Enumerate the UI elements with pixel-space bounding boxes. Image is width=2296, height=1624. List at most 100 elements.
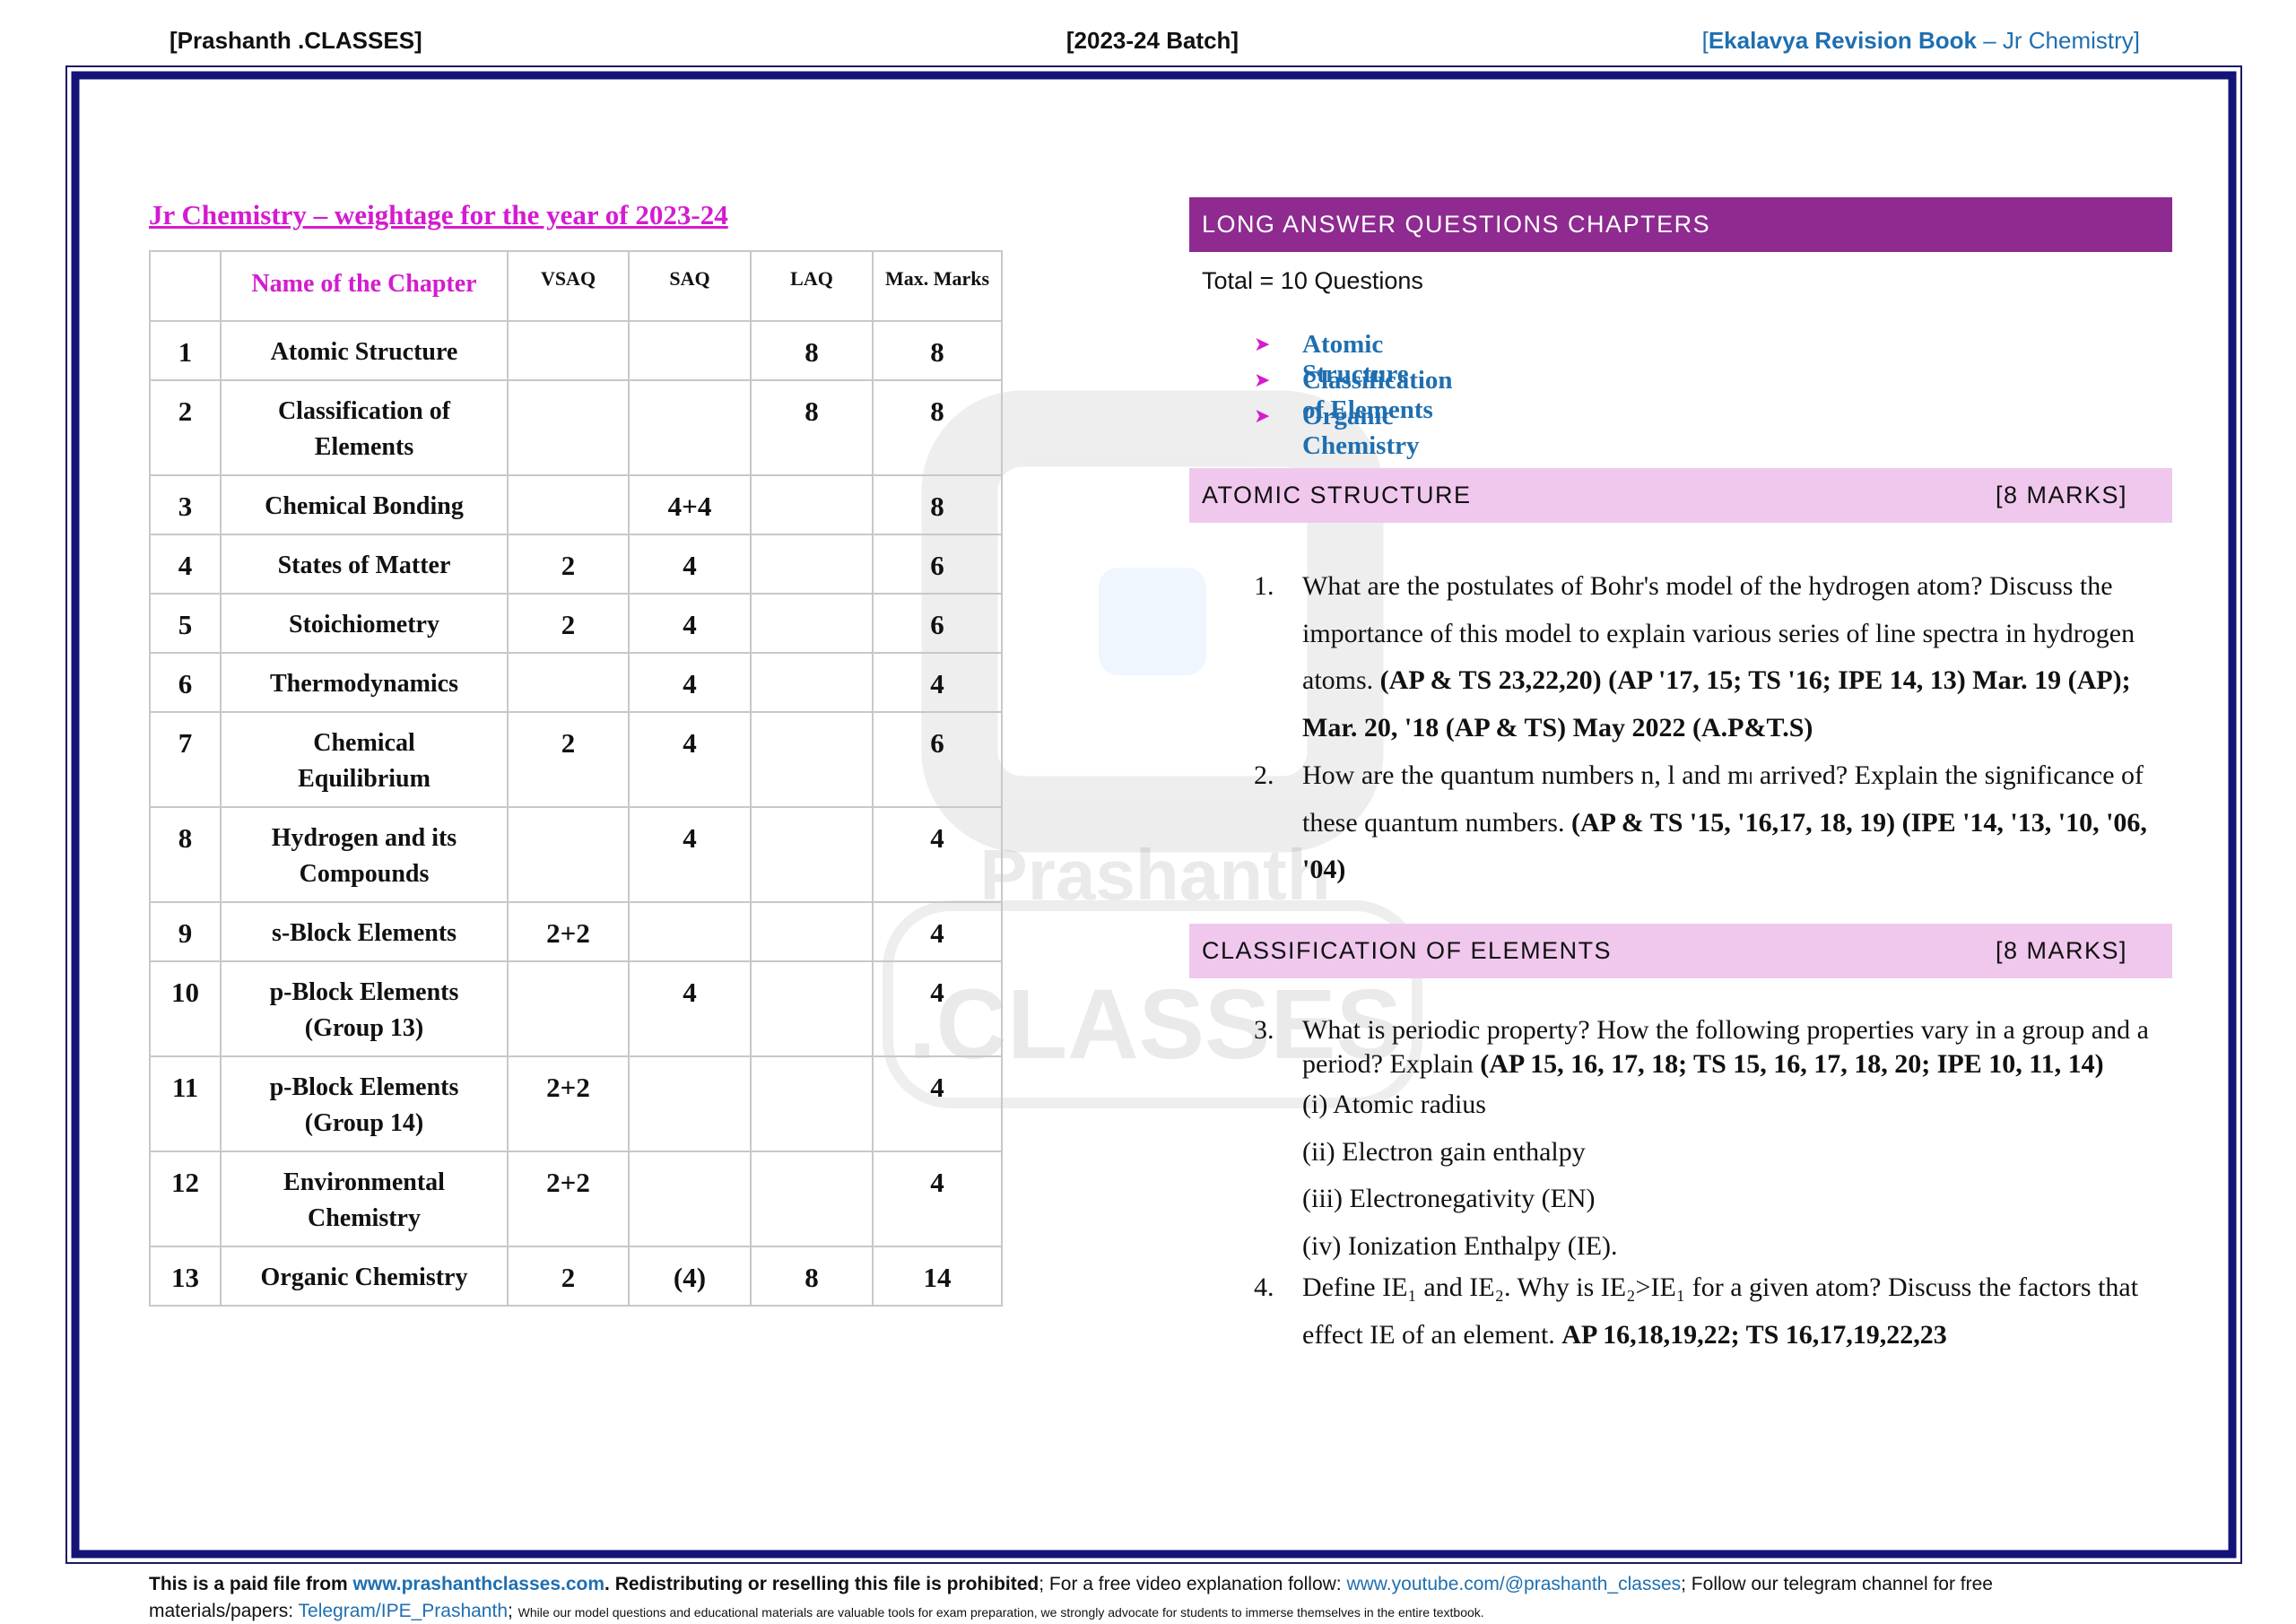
question: 3. What is periodic property? How the fol… — [1254, 1013, 2165, 1270]
table-cell: 8 — [750, 1246, 874, 1307]
table-cell: 8 — [149, 806, 222, 903]
table-cell: 7 — [149, 711, 222, 808]
bullet-arrow: ➤ — [1254, 334, 1271, 356]
table-row: 8 Hydrogen and its Compounds 4 4 — [149, 806, 1003, 903]
question-item: (iii) Electronegativity (EN) — [1302, 1184, 1596, 1213]
table-row: 9 s-Block Elements 2+2 4 — [149, 901, 1003, 962]
question-ref: (AP 15, 16, 17, 18; TS 15, 16, 17, 18, 2… — [1480, 1049, 2104, 1079]
table-cell: LAQ — [750, 250, 874, 322]
table-cell — [507, 806, 630, 903]
section-title: ATOMIC STRUCTURE — [1202, 482, 1472, 508]
table-cell: 10 — [149, 960, 222, 1057]
table-row: 5 Stoichiometry 2 4 6 — [149, 593, 1003, 654]
chapter-cell: States of Matter — [220, 534, 509, 595]
table-cell: 4 — [628, 960, 752, 1057]
table-cell: 9 — [149, 901, 222, 962]
question-item: (iv) Ionization Enthalpy (IE). — [1302, 1230, 1618, 1261]
table-cell: 2 — [507, 534, 630, 595]
footer-text: ; Follow our telegram channel for free m… — [149, 1574, 1993, 1621]
table-row: 10 p-Block Elements (Group 13) 4 4 — [149, 960, 1003, 1057]
question-ref: AP 16,18,19,22; TS 16,17,19,22,23 — [1561, 1319, 1947, 1350]
table-cell — [149, 250, 222, 322]
header-left: [Prashanth .CLASSES] — [170, 27, 422, 54]
question-item: (ii) Electron gain enthalpy — [1302, 1136, 1586, 1167]
chapter-name: Organic Chemistry — [1302, 402, 1420, 460]
table-cell — [750, 1055, 874, 1152]
header-row: Name of the Chapter VSAQ SAQ LAQ Max. Marks — [149, 250, 1003, 322]
question: 4. Define IE₁ and IE₂. Why is IE₂>IE₁ for… — [1254, 1264, 2165, 1359]
table-cell: 4 — [628, 593, 752, 654]
table-cell — [507, 474, 630, 535]
watermark-text: Prashanth — [979, 835, 1330, 915]
book-name: Ekalavya Revision Book — [1708, 27, 1977, 54]
table-row: 1 Atomic Structure 8 8 — [149, 320, 1003, 381]
table-row: 11 p-Block Elements (Group 14) 2+2 4 — [149, 1055, 1003, 1152]
table-cell: 4 — [872, 806, 1003, 903]
table-cell — [750, 960, 874, 1057]
question: 1. What are the postulates of Bohr's mode… — [1254, 563, 2165, 751]
section-bar: CLASSIFICATION OF ELEMENTS [8 MARKS] — [1189, 924, 2172, 978]
weightage-title: Jr Chemistry – weightage for the year of… — [149, 199, 728, 230]
table-cell — [750, 806, 874, 903]
chapter-cell: p-Block Elements (Group 13) — [220, 960, 509, 1057]
footer-link[interactable]: www.youtube.com/@prashanth_classes — [1346, 1574, 1682, 1594]
bullet-arrow: ➤ — [1254, 405, 1271, 428]
table-cell: 4 — [628, 534, 752, 595]
question-ref: (AP & TS '15, '16,17, 18, 19) (IPE '14, … — [1302, 807, 2147, 885]
table-cell — [750, 1151, 874, 1247]
table-cell: 8 — [750, 320, 874, 381]
section-marks: [8 MARKS] — [1995, 937, 2127, 964]
chapter-cell: Name of the Chapter — [220, 250, 509, 322]
footer-link[interactable]: www.prashanthclasses.com — [352, 1574, 605, 1594]
table-cell — [628, 320, 752, 381]
table-row: 4 States of Matter 2 4 6 — [149, 534, 1003, 595]
header-center: [2023-24 Batch] — [1065, 27, 1239, 54]
chapter-cell: s-Block Elements — [220, 901, 509, 962]
table-cell — [750, 652, 874, 713]
table-cell: 2+2 — [507, 901, 630, 962]
chapter-cell: Hydrogen and its Compounds — [220, 806, 509, 903]
table-cell: 6 — [149, 652, 222, 713]
table-cell: 4 — [872, 901, 1003, 962]
weightage-table: Name of the Chapter VSAQ SAQ LAQ Max. Marks 1… — [149, 250, 1003, 1307]
footer-link[interactable]: Telegram/IPE_Prashanth — [298, 1601, 508, 1621]
subject: – Jr Chemistry] — [1976, 27, 2140, 54]
table-cell — [628, 901, 752, 962]
table-row: 2 Classification of Elements 8 8 — [149, 379, 1003, 476]
table-cell — [507, 652, 630, 713]
table-cell: 2 — [507, 711, 630, 808]
table-cell — [507, 960, 630, 1057]
table-cell: 4 — [149, 534, 222, 595]
table-cell — [628, 379, 752, 476]
table-cell: 13 — [149, 1246, 222, 1307]
section-marks: [8 MARKS] — [1995, 482, 2127, 508]
question: 2. How are the quantum numbers n, l and m… — [1254, 752, 2165, 894]
chapter-cell: Environmental Chemistry — [220, 1151, 509, 1247]
table-cell — [628, 1055, 752, 1152]
table-cell: 4 — [872, 652, 1003, 713]
table-cell: 4 — [872, 960, 1003, 1057]
table-cell: 5 — [149, 593, 222, 654]
table-cell — [750, 534, 874, 595]
footer: This is a paid file from www.prashanthcl… — [149, 1571, 2086, 1624]
question-text: What is periodic property? How the follo… — [1302, 1015, 2149, 1079]
table-row: 3 Chemical Bonding 4+4 8 — [149, 474, 1003, 535]
chapter-cell: Stoichiometry — [220, 593, 509, 654]
table-cell — [507, 379, 630, 476]
table-cell: 8 — [872, 320, 1003, 381]
table-cell: 14 — [872, 1246, 1003, 1307]
table-row: 12 Environmental Chemistry 2+2 4 — [149, 1151, 1003, 1247]
footer-text: ; — [508, 1601, 518, 1621]
footer-note: While our model questions and educationa… — [517, 1605, 1484, 1620]
table-cell: 8 — [872, 474, 1003, 535]
table-cell: 3 — [149, 474, 222, 535]
question-text: What are the postulates of Bohr's model … — [1302, 571, 2135, 695]
table-cell: Max. Marks — [872, 250, 1003, 322]
table-cell — [628, 1151, 752, 1247]
chapter-name: Atomic Structure — [1302, 330, 1409, 388]
table-cell: 8 — [750, 379, 874, 476]
table-cell — [750, 474, 874, 535]
footer-text: This is a paid file from — [149, 1574, 353, 1594]
table-cell: (4) — [628, 1246, 752, 1307]
table-cell: 2+2 — [507, 1055, 630, 1152]
